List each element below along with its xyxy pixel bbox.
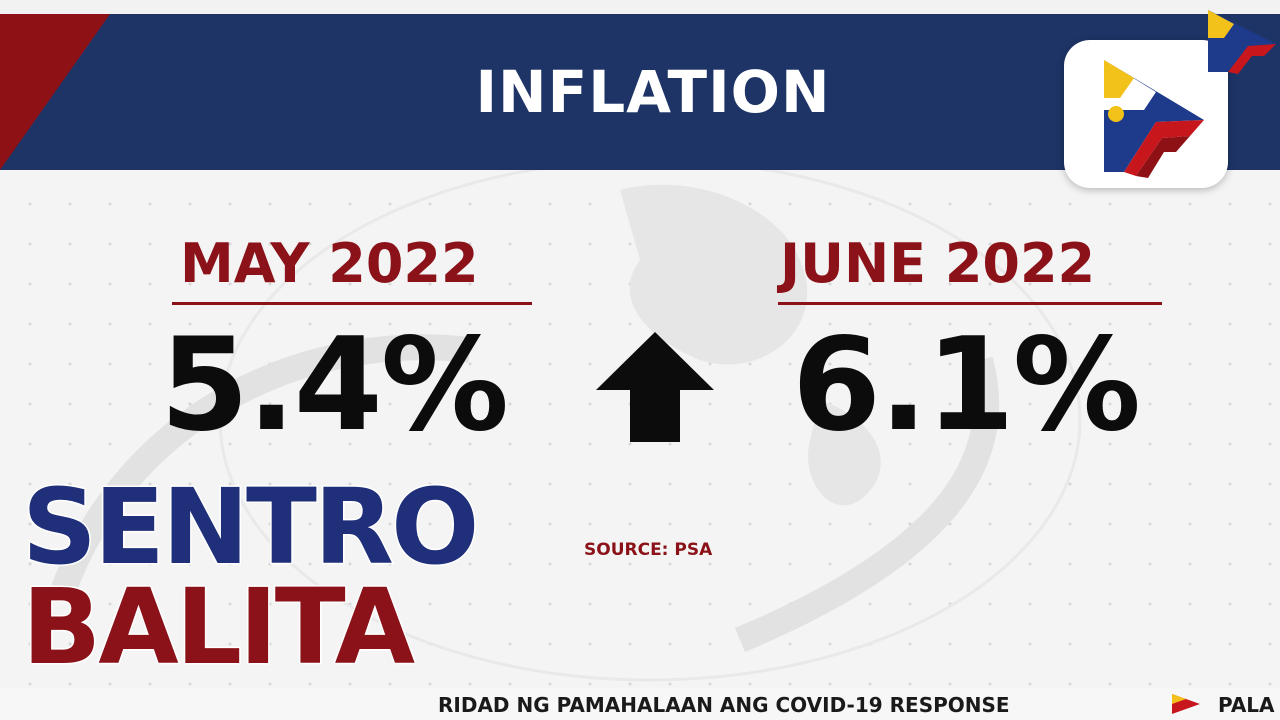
brand-line-balita: BALITA <box>20 566 416 688</box>
source-note: SOURCE: PSA <box>584 540 713 560</box>
header-red-corner <box>0 14 110 170</box>
ptv-logo-icon <box>1104 60 1204 178</box>
ticker-next-headline: PALA <box>1218 693 1275 717</box>
value-after: 6.1% <box>792 311 1141 460</box>
corner-logo-icon <box>1208 10 1276 74</box>
period-before-underline <box>172 302 532 305</box>
ticker-headline: RIDAD NG PAMAHALAAN ANG COVID-19 RESPONS… <box>438 693 1010 717</box>
header-top-strip <box>0 0 1280 14</box>
period-after-underline <box>778 302 1162 305</box>
value-before: 5.4% <box>160 311 509 460</box>
ticker-separator-icon <box>1172 694 1200 714</box>
period-after-label: JUNE 2022 <box>780 232 1096 295</box>
brand-line-sentro: SENTRO <box>20 466 480 588</box>
channel-logo <box>1064 40 1228 188</box>
news-ticker <box>0 688 1280 720</box>
up-arrow-icon <box>596 332 714 442</box>
page-title: INFLATION <box>475 58 831 126</box>
period-before-label: MAY 2022 <box>180 232 479 295</box>
